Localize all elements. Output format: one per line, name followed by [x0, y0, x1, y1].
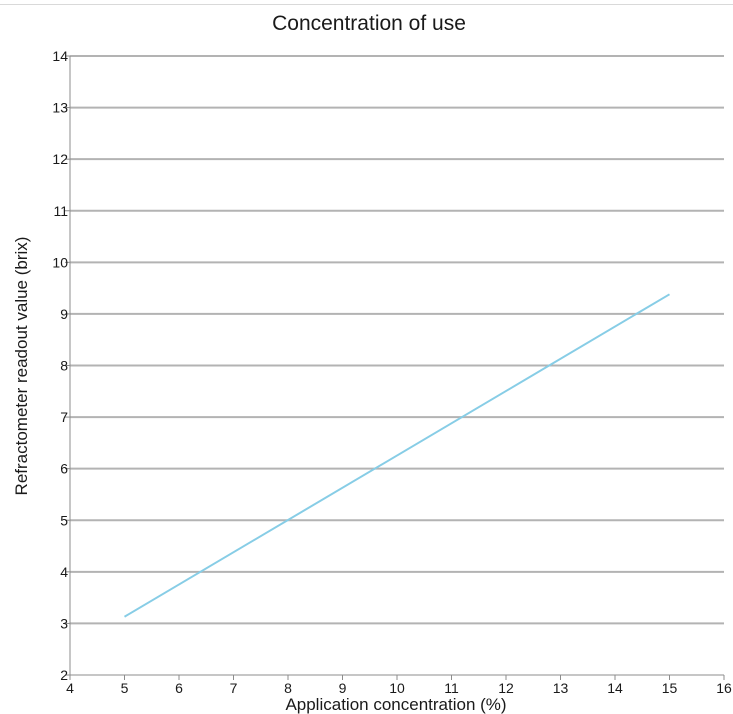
y-tick-label: 8 — [60, 358, 68, 374]
y-tick-label: 7 — [60, 409, 68, 425]
x-tick-label: 11 — [444, 680, 459, 696]
y-tick-label: 10 — [52, 254, 68, 270]
y-tick-label: 11 — [53, 203, 68, 219]
x-axis-ticks: 4 5 6 7 8 9 10 11 12 13 14 15 16 — [66, 675, 732, 696]
x-tick-label: 13 — [553, 680, 569, 696]
top-border-line — [0, 4, 733, 5]
x-tick-label: 16 — [716, 680, 732, 696]
y-tick-label: 4 — [60, 564, 68, 580]
y-tick-label: 5 — [60, 512, 68, 528]
gridlines — [70, 55, 724, 625]
x-tick-label: 5 — [121, 680, 129, 696]
chart-title: Concentration of use — [272, 12, 466, 35]
x-tick-label: 12 — [498, 680, 514, 696]
x-axis-label: Application concentration (%) — [285, 695, 506, 714]
y-tick-label: 6 — [60, 461, 68, 477]
series-layer — [123, 293, 671, 618]
x-tick-label: 6 — [175, 680, 183, 696]
y-tick-label: 9 — [60, 306, 68, 322]
x-tick-label: 10 — [389, 680, 405, 696]
y-tick-label: 14 — [52, 48, 68, 64]
x-tick-label: 9 — [339, 680, 347, 696]
x-tick-label: 15 — [662, 680, 678, 696]
y-tick-label: 2 — [60, 667, 68, 683]
series-line — [123, 293, 671, 618]
y-tick-label: 12 — [52, 151, 68, 167]
y-tick-label: 13 — [52, 100, 68, 116]
y-axis-ticks: 2 3 4 5 6 7 8 9 10 11 12 13 14 — [52, 48, 70, 683]
y-axis-label: Refractometer readout value (brix) — [12, 237, 31, 496]
x-tick-label: 4 — [66, 680, 74, 696]
x-tick-label: 8 — [284, 680, 292, 696]
x-tick-label: 14 — [607, 680, 623, 696]
y-tick-label: 3 — [60, 615, 68, 631]
x-tick-label: 7 — [230, 680, 238, 696]
